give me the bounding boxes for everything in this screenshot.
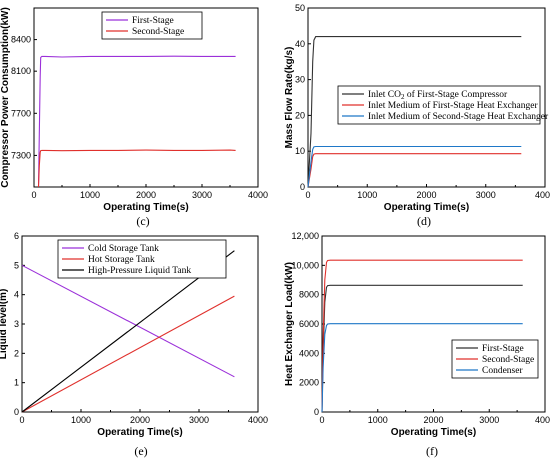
panel-label: (e): [134, 444, 147, 458]
x-tick-label: 3000: [192, 190, 212, 200]
y-axis-title: Liquid level(m): [0, 289, 9, 360]
x-tick-label: 4000: [248, 190, 268, 200]
legend-label: Inlet Medium of Second-Stage Heat Exchan…: [368, 111, 549, 122]
series-line-1: [321, 284, 523, 413]
legend-box: [57, 239, 227, 279]
y-tick-label: 10: [295, 146, 305, 156]
y-tick-label: 7700: [11, 108, 31, 118]
y-tick-label: 2000: [299, 378, 319, 388]
y-tick-label: 4: [14, 290, 19, 300]
legend-box: [101, 11, 203, 40]
y-tick-label: 3: [14, 319, 19, 329]
y-axis-title: Mass Flow Rate(kg/s): [284, 47, 295, 149]
x-tick-label: 2000: [136, 190, 156, 200]
panel-label: (d): [417, 214, 431, 228]
y-tick-label: 30: [295, 75, 305, 85]
x-tick-label: 1000: [368, 415, 388, 425]
y-tick-label: 8400: [11, 35, 31, 45]
series-line-2: [307, 153, 522, 188]
x-tick-label: 0: [31, 190, 36, 200]
y-tick-label: 40: [295, 39, 305, 49]
y-tick-label: 4000: [299, 348, 319, 358]
x-tick-label: 1000: [357, 190, 377, 200]
x-axis-title: Operating Time(s): [103, 202, 188, 213]
chart-panel-f: 0 1000 2000 3000 4000 0 2000 4000 6000 8000 10,000…: [284, 231, 550, 458]
x-tick-label: 4000: [535, 190, 550, 200]
x-tick-label: 2000: [416, 190, 436, 200]
chart-panel-e: 0 1000 2000 3000 4000 0 1 2 3 4 5 6 Operating Time(s…: [0, 231, 268, 458]
x-tick-label: 3000: [189, 415, 209, 425]
x-tick-label: 2000: [423, 415, 443, 425]
series-line-2: [37, 149, 236, 188]
y-tick-label: 6: [14, 231, 19, 241]
x-tick-label: 0: [319, 415, 324, 425]
legend-label: High-Pressure Liquid Tank: [88, 266, 191, 276]
panel-label: (f): [426, 444, 438, 458]
series-line-1: [307, 36, 522, 188]
y-tick-label: 5: [14, 260, 19, 270]
legend-label: First-Stage: [482, 344, 524, 354]
y-tick-label: 0: [14, 407, 19, 417]
y-tick-label: 50: [295, 3, 305, 13]
series-line-3: [321, 323, 523, 413]
chart-panel-c: 0 1000 2000 3000 4000 7300 7700 8100 8400 Operati…: [0, 7, 268, 228]
x-tick-label: 3000: [479, 415, 499, 425]
y-tick-label: 0: [300, 182, 305, 192]
y-tick-label: 20: [295, 110, 305, 120]
x-tick-label: 0: [305, 190, 310, 200]
y-tick-label: 8100: [11, 66, 31, 76]
legend-label: Second-Stage: [482, 355, 534, 365]
x-tick-label: 0: [19, 415, 24, 425]
x-tick-label: 4000: [248, 415, 268, 425]
legend-label: Condenser: [482, 366, 523, 376]
legend-label: Hot Storage Tank: [88, 255, 155, 265]
y-axis-title: Heat Exchanger Load(kW): [284, 262, 295, 386]
legend-label: Second-Stage: [132, 27, 184, 37]
x-axis-title: Operating Time(s): [97, 427, 182, 438]
x-tick-label: 4000: [535, 415, 550, 425]
y-tick-label: 12,000: [291, 231, 319, 241]
series-line-3: [307, 145, 522, 188]
y-tick-label: 10,000: [291, 260, 319, 270]
y-tick-label: 8000: [299, 290, 319, 300]
y-tick-label: 1: [14, 378, 19, 388]
y-tick-label: 0: [314, 407, 319, 417]
series-line-2: [21, 295, 235, 413]
legend-label: Cold Storage Tank: [88, 244, 159, 254]
series-line-1: [37, 55, 236, 188]
y-tick-label: 7300: [11, 150, 31, 160]
y-tick-label: 6000: [299, 319, 319, 329]
y-axis-title: Compressor Power Consumption(kW): [0, 7, 11, 188]
legend-label: Inlet CO2 of First-Stage Compressor: [368, 89, 508, 101]
legend-box: [337, 85, 541, 125]
x-axis-title: Operating Time(s): [391, 427, 476, 438]
x-tick-label: 1000: [71, 415, 91, 425]
legend-label: First-Stage: [132, 16, 174, 26]
x-tick-label: 2000: [130, 415, 150, 425]
series-line-2: [321, 259, 523, 413]
series-line-1: [21, 264, 235, 378]
y-tick-label: 2: [14, 348, 19, 358]
x-tick-label: 3000: [476, 190, 496, 200]
chart-panel-d: 0 1000 2000 3000 4000 0 10 20 30 40 50 Operating Ti…: [284, 3, 550, 228]
x-tick-label: 1000: [80, 190, 100, 200]
legend-label: Inlet Medium of First-Stage Heat Exchang…: [368, 100, 538, 111]
panel-label: (c): [136, 214, 149, 228]
x-axis-title: Operating Time(s): [384, 202, 469, 213]
